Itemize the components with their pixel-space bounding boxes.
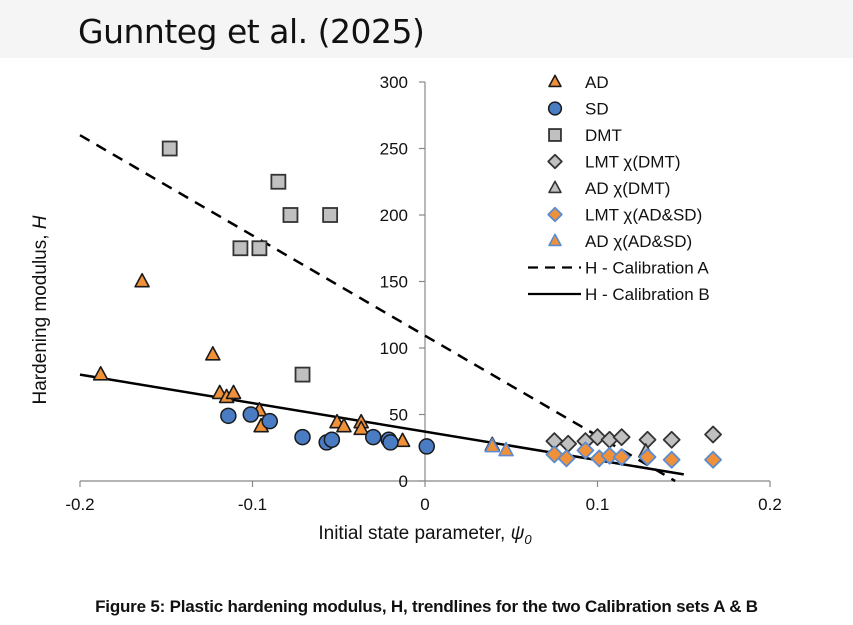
x-axis-label-symbol: ψ <box>511 523 525 544</box>
legend-label: H - Calibration A <box>585 259 709 278</box>
data-point <box>484 437 501 453</box>
data-point <box>662 430 681 449</box>
data-point <box>242 406 260 423</box>
data-point <box>294 428 311 446</box>
y-tick-label: 150 <box>380 273 408 292</box>
data-point <box>588 428 607 447</box>
trendlines <box>79 134 684 483</box>
y-tick-label: 50 <box>389 406 408 425</box>
data-point <box>161 140 178 157</box>
legend-marker <box>547 101 563 116</box>
data-point <box>225 384 242 400</box>
y-axis-label-symbol: H <box>30 215 51 229</box>
scatter-chart: -0.2 -0.1 0 0.1 0.2 0 50 100 150 200 250 300 AD SD DM… <box>30 73 782 547</box>
page-title: Gunnteg et al. (2025) <box>78 12 425 51</box>
data-point <box>336 417 352 433</box>
legend-label: AD χ(AD&SD) <box>585 232 692 251</box>
legend-label: DMT <box>585 126 622 145</box>
axes: -0.2 -0.1 0 0.1 0.2 0 50 100 150 200 250 300 <box>65 73 781 514</box>
data-point <box>638 448 657 466</box>
data-point <box>704 450 722 469</box>
data-points <box>92 140 722 469</box>
data-point <box>559 434 578 453</box>
data-point <box>498 441 514 457</box>
data-point <box>394 432 411 448</box>
legend-label: AD <box>585 73 609 92</box>
x-tick-label: -0.1 <box>238 495 267 514</box>
data-point <box>270 173 287 190</box>
data-point <box>612 428 631 447</box>
data-point <box>382 434 399 451</box>
data-point <box>576 441 595 460</box>
data-point <box>704 425 722 444</box>
data-point <box>282 207 299 223</box>
data-point <box>261 412 278 430</box>
legend-marker <box>548 74 562 88</box>
legend-marker <box>548 180 562 194</box>
legend-marker <box>547 153 563 170</box>
data-point <box>662 450 681 469</box>
x-axis-label-subscript: 0 <box>524 532 532 547</box>
x-tick-label: 0.1 <box>586 495 610 514</box>
title-band: Gunnteg et al. (2025) <box>0 0 853 58</box>
data-point <box>612 448 631 466</box>
data-point <box>92 365 109 381</box>
data-point <box>638 430 657 449</box>
x-tick-label: 0 <box>420 495 429 514</box>
data-point <box>418 438 435 455</box>
data-point <box>353 420 369 436</box>
y-tick-label: 250 <box>380 140 408 159</box>
data-point <box>251 240 268 257</box>
y-tick-label: 0 <box>399 472 408 491</box>
trendline-calibration-b <box>79 373 684 476</box>
data-point <box>205 346 221 361</box>
data-point <box>557 449 576 468</box>
legend: AD SD DMT LMT χ(DMT) AD χ(DMT) LMT χ(AD&SD) AD… <box>528 73 710 304</box>
x-tick-label: 0.2 <box>758 495 782 514</box>
data-point <box>600 446 619 465</box>
legend-label: LMT χ(DMT) <box>585 153 680 172</box>
legend-marker <box>547 206 563 223</box>
legend-marker <box>548 233 562 247</box>
figure-caption: Figure 5: Plastic hardening modulus, H, … <box>95 597 758 616</box>
legend-label: LMT χ(AD&SD) <box>585 206 702 225</box>
legend-marker <box>548 128 562 142</box>
legend-label: AD χ(DMT) <box>585 179 670 198</box>
x-tick-label: -0.2 <box>65 495 94 514</box>
data-point <box>232 240 249 257</box>
data-point <box>323 431 341 449</box>
y-tick-label: 300 <box>380 73 408 92</box>
x-axis-label: Initial state parameter, ψ0 <box>318 523 532 547</box>
data-point <box>365 428 382 446</box>
data-point <box>294 366 311 383</box>
y-tick-label: 100 <box>380 339 408 358</box>
data-point <box>220 407 237 425</box>
y-axis-label: Hardening modulus, H <box>30 215 51 404</box>
data-point <box>134 272 150 288</box>
y-tick-label: 200 <box>380 206 408 225</box>
legend-label: SD <box>585 100 609 119</box>
data-point <box>322 207 339 223</box>
trendline-calibration-a <box>79 134 676 483</box>
legend-label: H - Calibration B <box>585 285 710 304</box>
